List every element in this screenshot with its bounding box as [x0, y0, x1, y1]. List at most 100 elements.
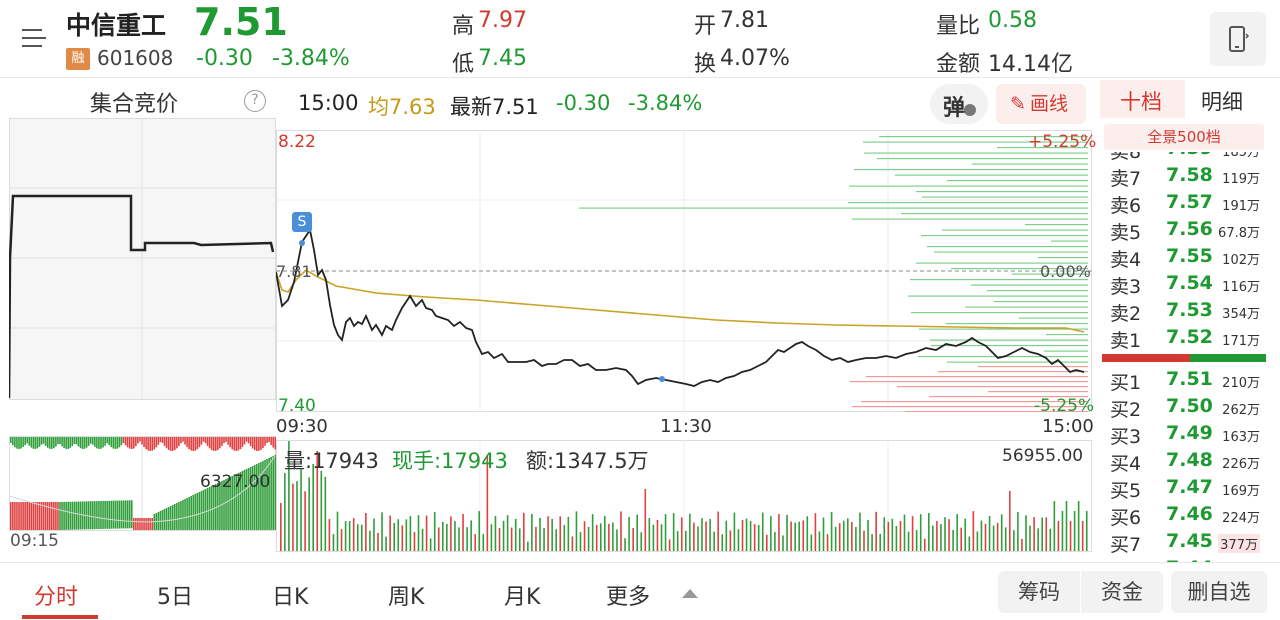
book-tab-detail[interactable]: 明细 — [1185, 80, 1270, 118]
volume-bar — [437, 527, 440, 551]
auction-top-bar — [192, 437, 195, 451]
auction-volume-bar — [182, 500, 184, 530]
ask-row[interactable]: 卖4 7.55 102万 — [1100, 243, 1268, 271]
remove-watchlist-button[interactable]: 删自选 — [1171, 571, 1267, 613]
bid-row[interactable]: 买4 7.48 226万 — [1100, 447, 1268, 475]
more-arrow-icon[interactable] — [682, 589, 698, 598]
ask-depth-bar — [879, 136, 1088, 138]
menu-icon[interactable] — [20, 26, 48, 50]
price-axis-low: 7.40 — [278, 396, 316, 416]
auction-volume-bar — [159, 511, 162, 530]
auction-volume-bar — [10, 502, 12, 530]
ask-price: 7.58 — [1166, 164, 1213, 186]
volume-bar — [693, 522, 695, 551]
auction-top-bar — [12, 437, 14, 446]
volume-bar — [502, 520, 505, 551]
auction-top-bar — [194, 437, 197, 451]
danmu-button[interactable]: 弹 — [930, 84, 988, 124]
bid-row[interactable]: 买7 7.45 377万 — [1100, 528, 1268, 556]
bottom-tab-5[interactable]: 更多 — [606, 585, 651, 610]
ask-row[interactable]: 卖3 7.54 116万 — [1100, 270, 1268, 298]
auction-top-bar — [40, 437, 43, 445]
auction-top-bar — [108, 437, 110, 446]
volume-bar — [1029, 525, 1031, 551]
orientation-icon[interactable] — [1210, 12, 1266, 66]
ask-row[interactable]: 卖8 7.59 185万 — [1100, 152, 1268, 163]
ask-row[interactable]: 卖5 7.56 67.8万 — [1100, 216, 1268, 244]
volume-bar — [907, 531, 910, 551]
low-value: 7.45 — [478, 46, 527, 71]
volume-bar — [425, 515, 428, 551]
signal-badge[interactable]: S — [292, 212, 312, 232]
volume-bar — [891, 518, 894, 551]
auction-volume-bar — [106, 500, 108, 529]
volume-bar — [454, 521, 456, 551]
volume-bar — [389, 515, 391, 551]
volume-bar — [474, 534, 476, 551]
volume-bar — [729, 530, 732, 551]
bid-row[interactable]: 买2 7.50 262万 — [1100, 393, 1268, 421]
volume-bar — [652, 524, 655, 551]
bottom-tab-2[interactable]: 日K — [272, 585, 309, 610]
volume-bar — [1033, 517, 1035, 551]
auction-volume-bar — [235, 474, 238, 530]
funds-button[interactable]: 资金 — [1081, 571, 1163, 613]
ask-row[interactable]: 卖1 7.52 171万 — [1100, 324, 1268, 352]
auction-top-bar — [260, 437, 262, 450]
ask-volume: 116万 — [1222, 280, 1260, 295]
bottom-tab-3[interactable]: 周K — [388, 585, 425, 610]
auction-top-bar — [233, 437, 236, 451]
volume-bar — [421, 528, 424, 551]
bid-depth-bar — [905, 411, 1088, 412]
pct-axis-low: -5.25% — [1034, 396, 1095, 416]
auction-volume-bar — [215, 484, 217, 530]
ask-depth-bar — [916, 262, 1088, 264]
ask-row[interactable]: 卖2 7.53 354万 — [1100, 297, 1268, 325]
auction-top-bar — [215, 437, 217, 451]
auction-top-bar — [163, 437, 166, 446]
bottom-tab-0[interactable]: 分时 — [34, 585, 79, 610]
bottom-tab-1[interactable]: 5日 — [157, 585, 193, 610]
ask-row[interactable]: 卖6 7.57 191万 — [1100, 189, 1268, 217]
volume-bar — [774, 531, 776, 551]
auction-top-bar — [167, 437, 170, 450]
auction-top-bar — [128, 437, 131, 449]
volume-bar — [340, 529, 343, 551]
ask-row[interactable]: 卖7 7.58 119万 — [1100, 162, 1268, 190]
volume-bar — [895, 525, 898, 551]
auction-volume-bar — [137, 518, 139, 530]
help-icon[interactable]: ? — [244, 90, 266, 112]
volume-bar — [1045, 517, 1048, 551]
now-hand-text: 现手:17943 — [392, 449, 508, 473]
volume-max: 56955.00 — [1002, 446, 1084, 466]
auction-top-bar — [169, 437, 172, 451]
bid-row[interactable]: 买5 7.47 169万 — [1100, 474, 1268, 502]
draw-line-button[interactable]: ✎ 画线 — [996, 84, 1086, 124]
bid-row[interactable]: 买1 7.51 210万 — [1100, 366, 1268, 394]
auction-top-bar — [55, 437, 57, 447]
volume-chart — [276, 440, 1092, 552]
auction-top-bar — [73, 437, 76, 444]
volume-bar — [830, 512, 833, 551]
volume-bar — [1073, 511, 1076, 551]
bid-row[interactable]: 买6 7.46 224万 — [1100, 501, 1268, 529]
chips-button[interactable]: 筹码 — [998, 571, 1080, 613]
volume-bar — [1081, 521, 1084, 551]
book-tab-ten-label: 十档 — [1120, 90, 1162, 114]
volume-bar — [514, 518, 517, 551]
ask-depth-bar — [922, 196, 1088, 198]
auction-volume-bar — [249, 467, 252, 530]
ask-depth-bar — [852, 218, 1088, 220]
bid-row[interactable]: 买8 7.44 — [1100, 555, 1268, 562]
book-tab-ten[interactable]: 十档 — [1100, 80, 1185, 118]
bid-row[interactable]: 买3 7.49 163万 — [1100, 420, 1268, 448]
auction-top-bar — [67, 437, 69, 449]
auction-top-bar — [190, 437, 192, 451]
full-depth-button[interactable]: 全景500档 — [1104, 124, 1264, 150]
auction-time: 09:15 — [10, 531, 59, 551]
bottom-tab-4[interactable]: 月K — [504, 585, 541, 610]
auction-top-bar — [253, 437, 256, 451]
volume-bar — [685, 530, 687, 551]
volume-bar — [1049, 528, 1052, 551]
